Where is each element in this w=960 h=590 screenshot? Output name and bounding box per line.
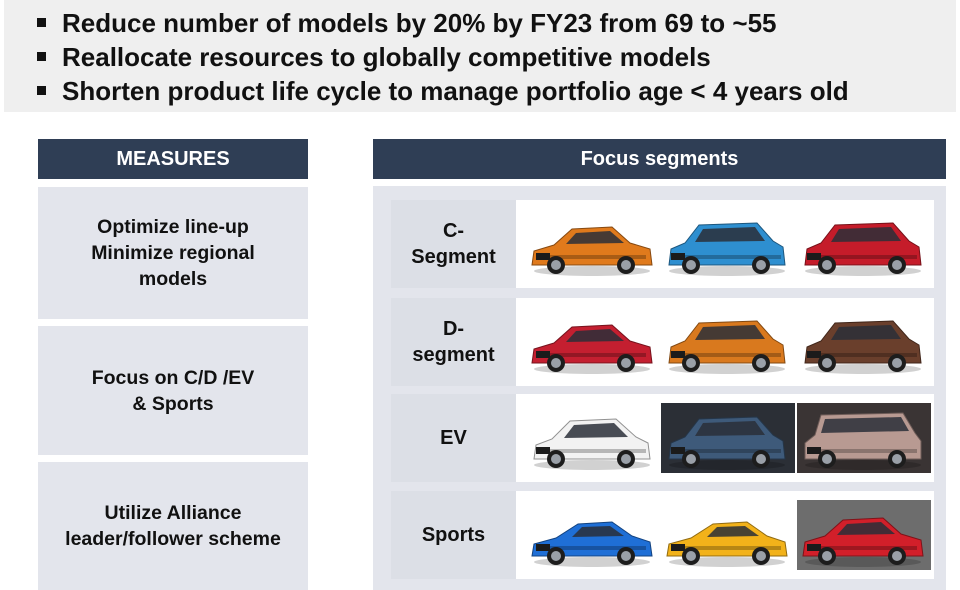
segment-label-line: Segment	[411, 246, 496, 268]
measure-line: Optimize line-up	[97, 216, 249, 238]
measure-box-lineup: Optimize line-up Minimize regional model…	[38, 187, 308, 319]
bullet-item: Shorten product life cycle to manage por…	[37, 76, 849, 107]
bullet-text: Shorten product life cycle to manage por…	[62, 76, 849, 106]
bullet-text: Reallocate resources to globally competi…	[62, 42, 711, 72]
car-image	[661, 209, 795, 279]
measure-line: models	[138, 268, 208, 290]
car-image	[797, 307, 931, 377]
segment-label-line: segment	[412, 344, 495, 366]
car-image	[661, 307, 795, 377]
car-image	[797, 403, 931, 473]
bullet-icon	[37, 51, 46, 61]
car-image	[526, 403, 660, 473]
segment-row: C- Segment	[391, 200, 934, 288]
car-image	[661, 403, 795, 473]
car-image	[526, 500, 660, 570]
measure-box-alliance: Utilize Alliance leader/follower scheme	[38, 462, 308, 590]
car-image	[526, 209, 660, 279]
measure-line: Utilize Alliance	[104, 502, 242, 524]
segment-label-line: D-	[442, 318, 465, 340]
objectives-panel: Reduce number of models by 20% by FY23 f…	[4, 0, 956, 112]
bullet-icon	[37, 17, 46, 27]
car-image	[526, 307, 660, 377]
segment-label: C- Segment	[391, 200, 516, 288]
segment-label: D-segment	[391, 298, 516, 386]
segment-label: Sports	[391, 491, 516, 579]
bullet-item: Reallocate resources to globally competi…	[37, 42, 711, 73]
measure-line: & Sports	[132, 392, 214, 415]
segment-row: Sports	[391, 491, 934, 579]
segment-label-line: EV	[440, 427, 467, 449]
segment-row: D-segment	[391, 298, 934, 386]
segment-label-line: Sports	[421, 524, 486, 546]
focus-segments-header: Focus segments	[373, 139, 946, 179]
bullet-icon	[37, 85, 46, 95]
car-image	[661, 500, 795, 570]
measure-box-focus: Focus on C/D /EV & Sports	[38, 326, 308, 455]
segment-label: EV	[391, 394, 516, 482]
measure-line: leader/follower scheme	[65, 528, 281, 550]
bullet-item: Reduce number of models by 20% by FY23 f…	[37, 8, 777, 39]
measure-line: Focus on C/D /EV	[91, 366, 255, 389]
measures-header: MEASURES	[38, 139, 308, 179]
car-image	[797, 500, 931, 570]
car-image	[797, 209, 931, 279]
bullet-text: Reduce number of models by 20% by FY23 f…	[62, 8, 777, 38]
measure-line: Minimize regional	[91, 242, 255, 264]
segment-label-line: C-	[442, 220, 465, 242]
segment-row: EV	[391, 394, 934, 482]
